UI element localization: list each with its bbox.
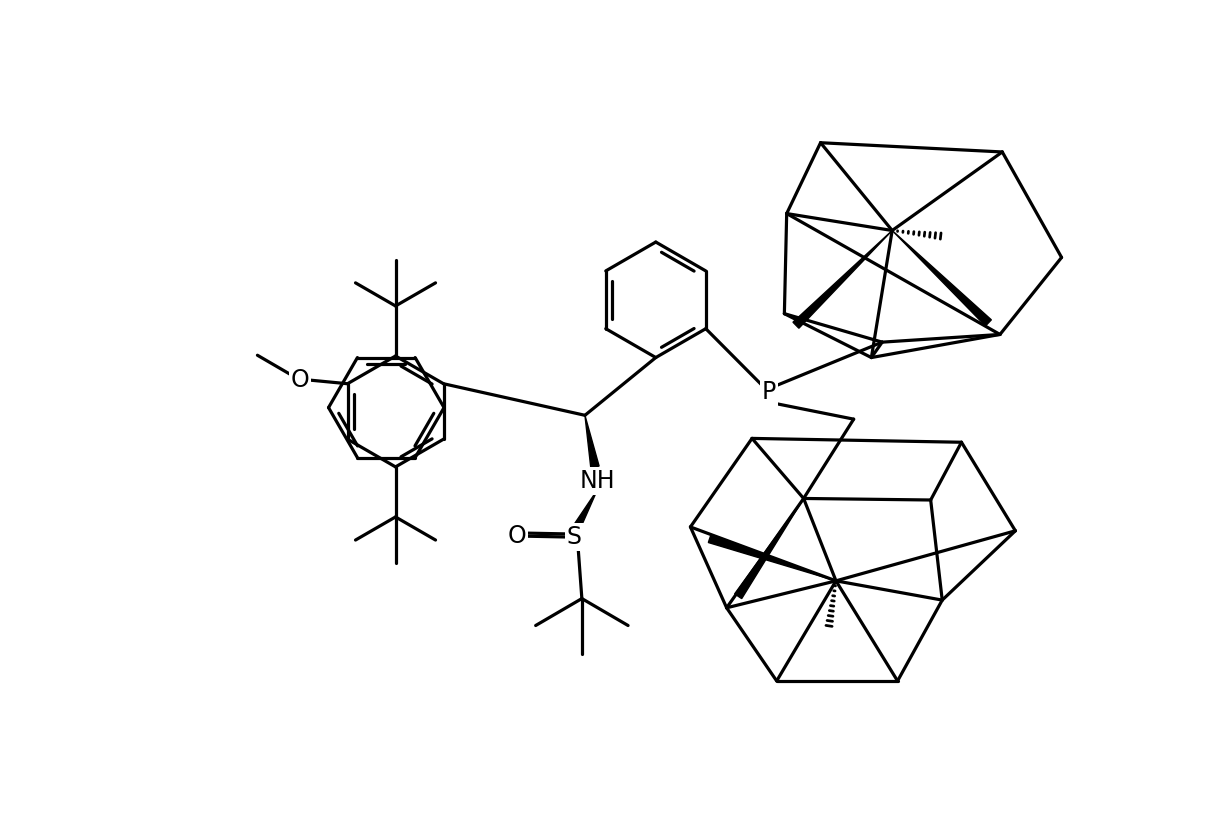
Polygon shape: [793, 231, 892, 328]
Polygon shape: [585, 415, 599, 467]
Text: P: P: [761, 380, 776, 404]
Polygon shape: [892, 231, 991, 326]
Polygon shape: [573, 490, 598, 530]
Polygon shape: [734, 499, 803, 598]
Text: O: O: [508, 525, 526, 548]
Text: O: O: [290, 368, 309, 392]
Text: S: S: [567, 525, 582, 549]
Text: NH: NH: [579, 469, 615, 493]
Polygon shape: [708, 535, 836, 581]
